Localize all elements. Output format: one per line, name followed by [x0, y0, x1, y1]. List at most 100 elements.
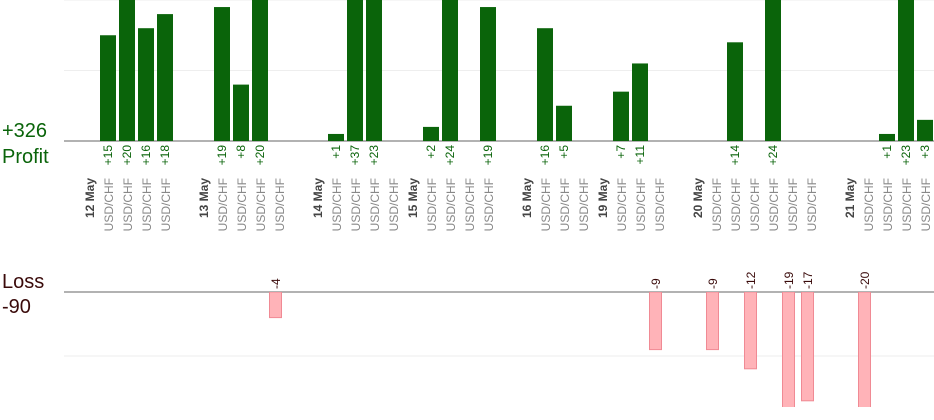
profit-bar	[347, 0, 363, 142]
x-tick-label: USD/CHF	[634, 178, 648, 231]
value-label: +7	[614, 145, 628, 159]
value-label: +11	[633, 145, 647, 165]
x-tick-label: USD/CHF	[463, 178, 477, 231]
value-label: +37	[348, 145, 362, 166]
x-tick-label: USD/CHF	[235, 178, 249, 231]
x-tick-label: 16 May	[520, 178, 534, 218]
x-tick-label: USD/CHF	[881, 178, 895, 231]
profit-bar	[480, 7, 496, 141]
x-tick-label: USD/CHF	[577, 178, 591, 231]
value-label: +2	[424, 145, 438, 159]
profit-bar	[233, 84, 249, 141]
profit-bar	[214, 7, 230, 141]
loss-bar	[269, 292, 282, 319]
x-tick-label: USD/CHF	[330, 178, 344, 231]
x-tick-label: 14 May	[311, 178, 325, 218]
profit-bar	[879, 133, 895, 141]
x-tick-label: USD/CHF	[539, 178, 553, 231]
x-tick-label: 15 May	[406, 178, 420, 218]
profit-bar	[119, 0, 135, 141]
loss-bar	[782, 292, 795, 407]
profit-bar	[138, 28, 154, 142]
profit-bar	[765, 0, 781, 141]
x-tick-label: USD/CHF	[482, 178, 496, 231]
value-label: -9	[649, 278, 663, 289]
value-label: -12	[744, 271, 758, 289]
value-label: +20	[253, 145, 267, 166]
profit-bar	[727, 42, 743, 141]
x-tick-label: USD/CHF	[919, 178, 933, 231]
x-tick-label: USD/CHF	[710, 178, 724, 231]
loss-label: Loss	[2, 271, 44, 293]
value-label: +24	[443, 145, 457, 166]
profit-bar	[613, 91, 629, 141]
x-tick-label: USD/CHF	[805, 178, 819, 231]
value-label: -17	[801, 271, 815, 289]
profit-bar	[157, 14, 173, 142]
value-label: -9	[706, 278, 720, 289]
x-tick-label: USD/CHF	[121, 178, 135, 231]
value-label: +23	[899, 145, 913, 166]
profit-bar	[898, 0, 914, 141]
profit-bar	[556, 105, 572, 141]
x-tick-label: USD/CHF	[140, 178, 154, 231]
value-label: +23	[367, 145, 381, 166]
profit-bar	[100, 35, 116, 141]
value-label: +24	[766, 145, 780, 166]
x-tick-label: USD/CHF	[862, 178, 876, 231]
x-tick-label: USD/CHF	[748, 178, 762, 231]
profit-label: Profit	[2, 146, 49, 168]
x-tick-label: USD/CHF	[159, 178, 173, 231]
x-tick-label: 13 May	[197, 178, 211, 218]
x-tick-label: USD/CHF	[444, 178, 458, 231]
profit-bar	[442, 0, 458, 141]
value-label: +1	[329, 145, 343, 159]
value-label: +16	[139, 145, 153, 166]
profit-bar	[632, 63, 648, 142]
x-tick-label: USD/CHF	[425, 178, 439, 231]
x-tick-label: USD/CHF	[653, 178, 667, 231]
x-tick-label: USD/CHF	[216, 178, 230, 231]
value-label: -20	[858, 271, 872, 289]
value-label: -19	[782, 271, 796, 289]
profit-bar	[423, 126, 439, 141]
profit-bar	[917, 119, 933, 141]
x-tick-label: USD/CHF	[900, 178, 914, 231]
loss-bar	[649, 292, 662, 351]
x-tick-label: USD/CHF	[273, 178, 287, 231]
value-label: -4	[269, 278, 283, 289]
loss-bar	[744, 292, 757, 370]
value-label: +19	[215, 145, 229, 166]
x-tick-label: 21 May	[843, 178, 857, 218]
x-tick-label: USD/CHF	[349, 178, 363, 231]
profit-bar	[366, 0, 382, 141]
profit-bar	[537, 28, 553, 142]
profit-bar	[328, 133, 344, 141]
value-label: +14	[728, 145, 742, 166]
x-tick-label: USD/CHF	[102, 178, 116, 231]
loss-bar	[706, 292, 719, 351]
value-label: +15	[101, 145, 115, 166]
loss-bar	[858, 292, 871, 407]
x-tick-label: USD/CHF	[767, 178, 781, 231]
x-tick-label: 12 May	[83, 178, 97, 218]
value-label: +16	[538, 145, 552, 166]
x-tick-label: USD/CHF	[729, 178, 743, 231]
x-tick-label: USD/CHF	[368, 178, 382, 231]
value-label: +20	[120, 145, 134, 166]
value-label: +3	[918, 145, 932, 159]
value-label: +1	[880, 145, 894, 159]
x-tick-label: USD/CHF	[387, 178, 401, 231]
value-label: +19	[481, 145, 495, 166]
x-tick-label: 19 May	[596, 178, 610, 218]
value-label: +18	[158, 145, 172, 166]
profit-bar	[252, 0, 268, 141]
x-tick-label: USD/CHF	[254, 178, 268, 231]
loss-total: -90	[2, 296, 31, 318]
value-label: +5	[557, 145, 571, 159]
x-tick-label: USD/CHF	[615, 178, 629, 231]
loss-bar	[801, 292, 814, 402]
value-label: +8	[234, 145, 248, 159]
x-tick-label: USD/CHF	[786, 178, 800, 231]
